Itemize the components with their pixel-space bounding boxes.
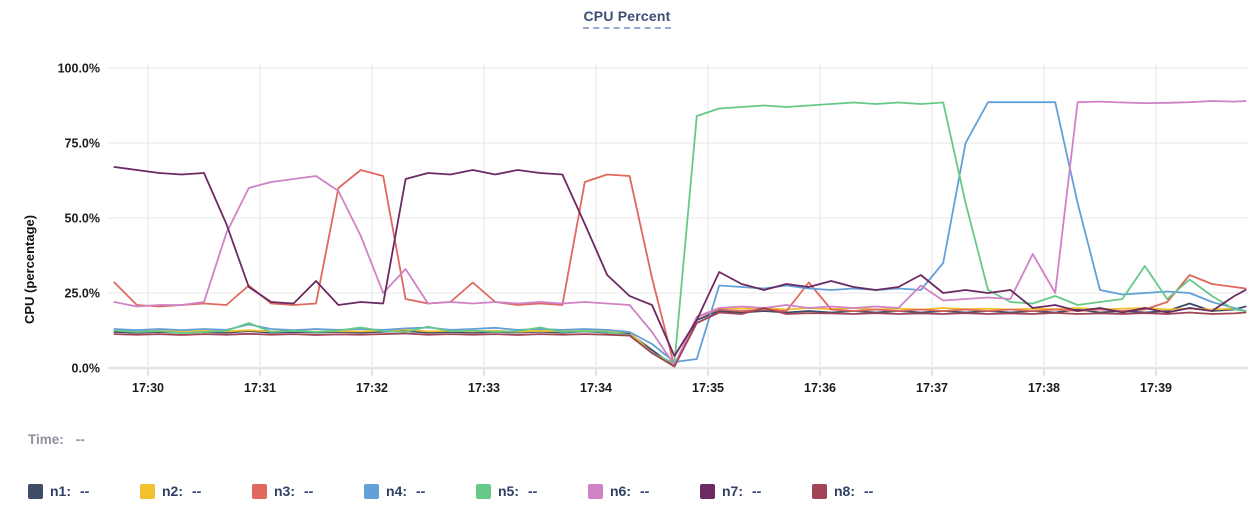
x-tick-label: 17:34 xyxy=(580,381,612,395)
legend-swatch-n8 xyxy=(812,483,827,499)
y-tick-label: 100.0% xyxy=(58,62,100,76)
legend-item-n6[interactable]: n6: -- xyxy=(588,483,700,499)
time-label: Time: xyxy=(28,432,64,447)
legend-swatch-n3 xyxy=(252,483,267,499)
legend-label: n3: xyxy=(274,483,295,499)
legend-value: -- xyxy=(80,483,90,499)
y-tick-label: 75.0% xyxy=(65,137,100,151)
x-tick-label: 17:35 xyxy=(692,381,724,395)
x-tick-label: 17:32 xyxy=(356,381,388,395)
x-tick-label: 17:31 xyxy=(244,381,276,395)
legend-label: n2: xyxy=(162,483,183,499)
legend-swatch-n6 xyxy=(588,483,603,499)
legend-value: -- xyxy=(752,483,762,499)
legend-item-n3[interactable]: n3: -- xyxy=(252,483,364,499)
legend-label: n6: xyxy=(610,483,631,499)
legend-item-n7[interactable]: n7: -- xyxy=(700,483,812,499)
legend-swatch-n7 xyxy=(700,483,715,499)
y-tick-label: 0.0% xyxy=(72,362,101,376)
cpu-line-chart: 0.0% 25.0% 50.0% 75.0% 100.0% 17:30 17:31 17:32… xyxy=(58,62,1248,395)
legend-value: -- xyxy=(192,483,202,499)
series-line-n4 xyxy=(113,101,1247,363)
legend-item-n2[interactable]: n2: -- xyxy=(140,483,252,499)
legend-swatch-n2 xyxy=(140,483,155,499)
y-tick-label: 25.0% xyxy=(65,287,100,301)
legend-label: n4: xyxy=(386,483,407,499)
legend-value: -- xyxy=(528,483,538,499)
legend-label: n1: xyxy=(50,483,71,499)
legend-value: -- xyxy=(304,483,314,499)
legend-value: -- xyxy=(864,483,874,499)
chart-title[interactable]: CPU Percent xyxy=(583,8,671,29)
title-row: CPU Percent xyxy=(0,0,1254,38)
series-line-n6 xyxy=(113,100,1247,366)
x-tick-label: 17:37 xyxy=(916,381,948,395)
time-value: -- xyxy=(75,432,85,447)
x-tick-label: 17:33 xyxy=(468,381,500,395)
y-axis-title: CPU (percentage) xyxy=(22,214,37,324)
legend-item-n5[interactable]: n5: -- xyxy=(476,483,588,499)
chart-area: CPU (percentage) 0.0% 25.0% 50.0% 75.0% 100.… xyxy=(0,52,1254,400)
legend-label: n7: xyxy=(722,483,743,499)
series-line-n2 xyxy=(113,307,1247,368)
x-tick-label: 17:38 xyxy=(1028,381,1060,395)
legend-label: n5: xyxy=(498,483,519,499)
series-line-n8 xyxy=(113,307,1247,368)
legend-item-n1[interactable]: n1: -- xyxy=(28,483,140,499)
x-tick-label: 17:39 xyxy=(1140,381,1172,395)
y-tick-label: 50.0% xyxy=(65,212,100,226)
legend-value: -- xyxy=(640,483,650,499)
legend-value: -- xyxy=(416,483,426,499)
legend-swatch-n4 xyxy=(364,483,379,499)
legend-item-n8[interactable]: n8: -- xyxy=(812,483,924,499)
series-line-n7 xyxy=(113,166,1247,357)
x-tick-label: 17:30 xyxy=(132,381,164,395)
legend-swatch-n1 xyxy=(28,483,43,499)
legend-item-n4[interactable]: n4: -- xyxy=(364,483,476,499)
legend-swatch-n5 xyxy=(476,483,491,499)
time-readout: Time: -- xyxy=(0,432,1254,452)
series-line-n5 xyxy=(113,101,1247,365)
legend-label: n8: xyxy=(834,483,855,499)
legend: n1: -- n2: -- n3: -- n4: -- n5: -- n6: -- n7: -- n8: -- xyxy=(0,482,1254,500)
x-tick-label: 17:36 xyxy=(804,381,836,395)
